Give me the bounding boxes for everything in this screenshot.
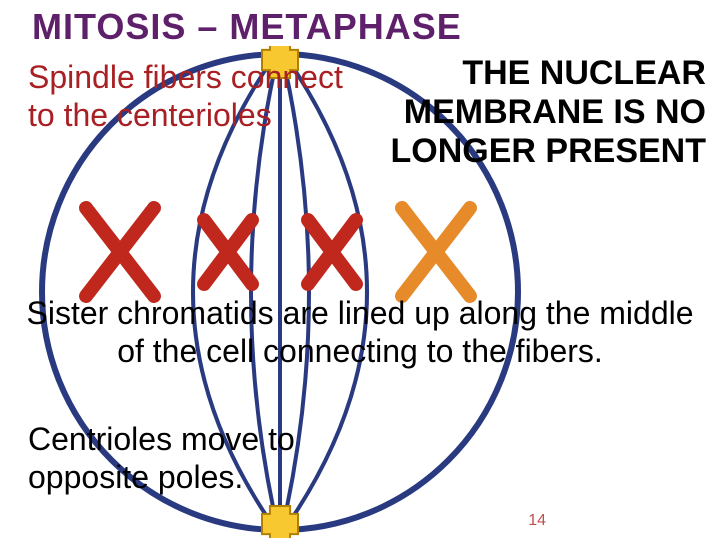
page-number: 14	[528, 512, 546, 530]
label-sister-chromatids: Sister chromatids are lined up along the…	[16, 294, 704, 371]
label-spindle-fibers: Spindle fibers connect to the centeriole…	[28, 58, 348, 135]
label-centrioles: Centrioles move to opposite poles.	[28, 420, 388, 497]
slide-title: MITOSIS – METAPHASE	[32, 6, 462, 48]
label-nuclear-membrane: THE NUCLEAR MEMBRANE IS NO LONGER PRESEN…	[346, 54, 706, 171]
